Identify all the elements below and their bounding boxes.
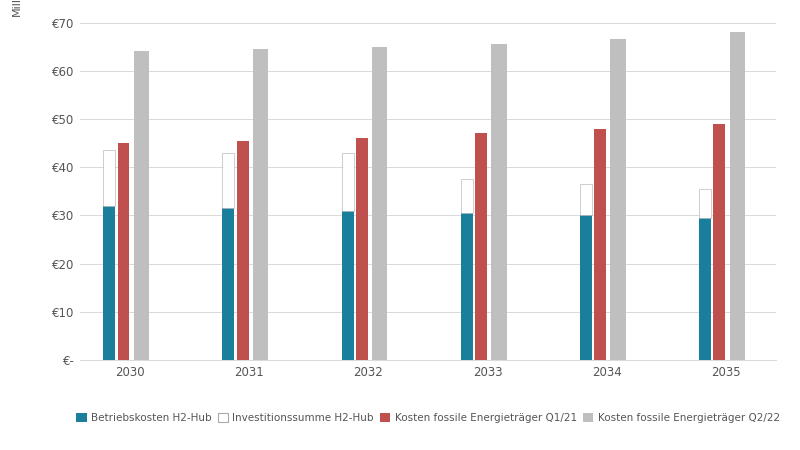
Bar: [461, 179, 473, 213]
Bar: [610, 40, 626, 360]
Text: Million: Million: [12, 0, 22, 16]
Bar: [594, 129, 606, 360]
Bar: [342, 211, 354, 360]
Bar: [730, 32, 745, 360]
Bar: [461, 213, 473, 360]
Bar: [475, 133, 487, 360]
Bar: [580, 184, 592, 216]
Bar: [580, 216, 592, 360]
Bar: [342, 153, 354, 211]
Bar: [103, 150, 115, 206]
Bar: [134, 51, 149, 360]
Bar: [222, 153, 234, 208]
Bar: [118, 143, 130, 360]
Bar: [103, 206, 115, 360]
Bar: [237, 140, 249, 360]
Bar: [491, 44, 506, 360]
Legend: Betriebskosten H2-Hub, Investitionssumme H2-Hub, Kosten fossile Energieträger Q1: Betriebskosten H2-Hub, Investitionssumme…: [72, 409, 784, 428]
Bar: [372, 47, 387, 360]
Bar: [356, 138, 368, 360]
Bar: [714, 124, 726, 360]
Bar: [699, 189, 711, 218]
Bar: [222, 208, 234, 360]
Bar: [253, 49, 268, 360]
Bar: [699, 218, 711, 360]
